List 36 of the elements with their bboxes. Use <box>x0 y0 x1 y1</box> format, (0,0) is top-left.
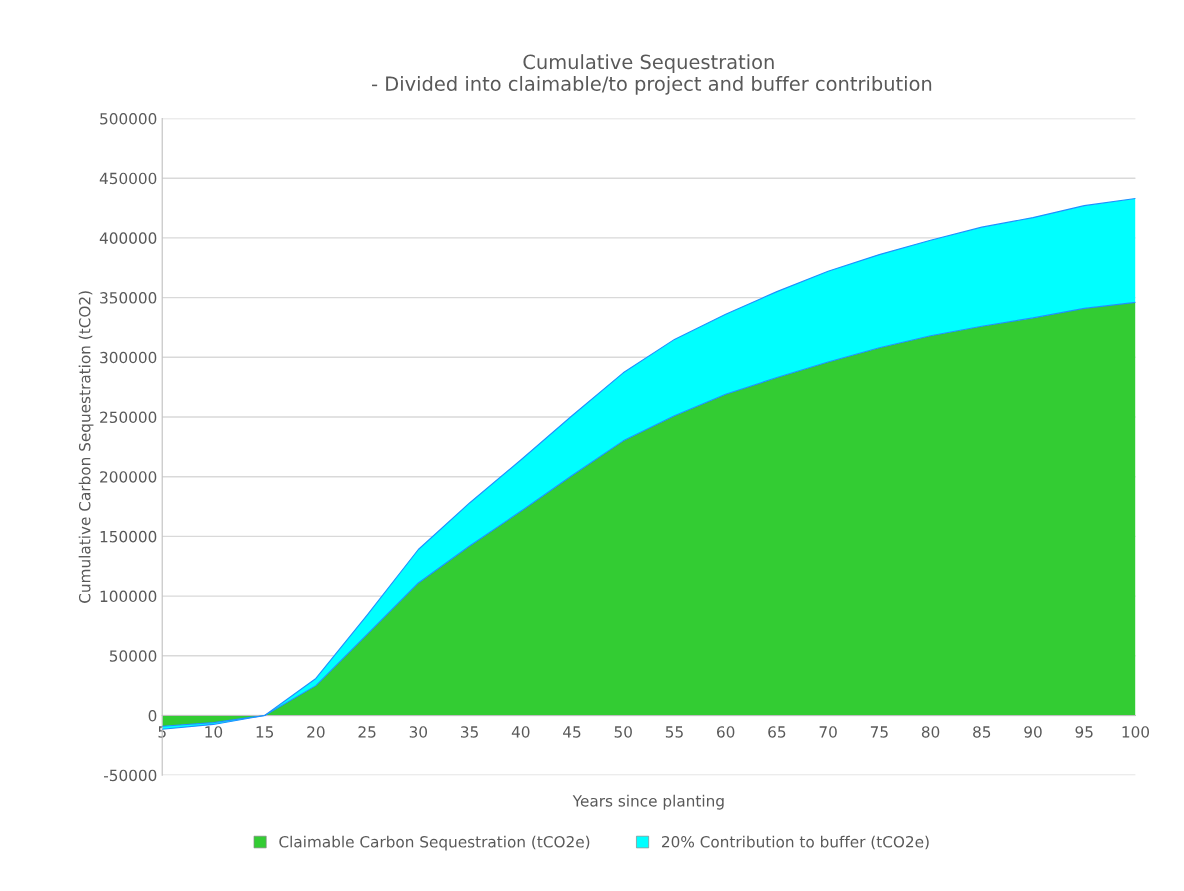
x-tick-label: 25 <box>358 726 376 738</box>
y-tick-label: 150000 <box>100 530 157 543</box>
x-tick-label: 20 <box>307 726 325 738</box>
legend-label: Claimable Carbon Sequestration (tCO2e) <box>279 835 590 851</box>
x-tick-label: 45 <box>563 726 581 738</box>
x-axis-title: Years since planting <box>572 794 724 810</box>
y-tick-label: 500000 <box>100 112 157 125</box>
x-tick-label: 10 <box>205 726 223 738</box>
legend-label: 20% Contribution to buffer (tCO2e) <box>662 835 929 850</box>
x-tick-label: 95 <box>1075 726 1093 738</box>
y-tick-label: 100000 <box>100 590 157 603</box>
chart-title: Cumulative Sequestration - Divided into claimable/to project and buffer contribution <box>372 54 932 95</box>
x-tick-label: 35 <box>460 726 478 738</box>
x-tick-label: 85 <box>973 726 991 738</box>
y-tick-label: 0 <box>148 709 157 722</box>
x-tick-label: 70 <box>819 726 837 738</box>
x-tick-label: 40 <box>511 726 530 738</box>
x-tick-label: 65 <box>768 726 786 738</box>
x-tick-label: 50 <box>614 726 632 738</box>
x-tick-label: 30 <box>409 726 428 738</box>
x-tick-label: 60 <box>717 726 735 738</box>
y-tick-label: 400000 <box>99 232 157 244</box>
y-axis-title: Cumulative Carbon Sequestration (tCO2) <box>78 291 94 603</box>
x-tick-label: 100 <box>1122 726 1150 738</box>
x-tick-label: 90 <box>1024 726 1042 738</box>
x-tick-label: 75 <box>870 726 888 738</box>
y-tick-label: 300000 <box>100 351 157 364</box>
y-tick-label: 350000 <box>100 292 157 304</box>
x-tick-label: 55 <box>665 726 683 738</box>
y-tick-label: -50000 <box>103 769 157 782</box>
x-tick-label: 15 <box>256 726 274 738</box>
y-tick-label: 50000 <box>109 650 157 662</box>
y-tick-label: 200000 <box>100 471 157 483</box>
y-tick-label: 250000 <box>100 411 157 424</box>
x-tick-label: 80 <box>921 726 940 738</box>
y-tick-label: 450000 <box>99 172 157 185</box>
